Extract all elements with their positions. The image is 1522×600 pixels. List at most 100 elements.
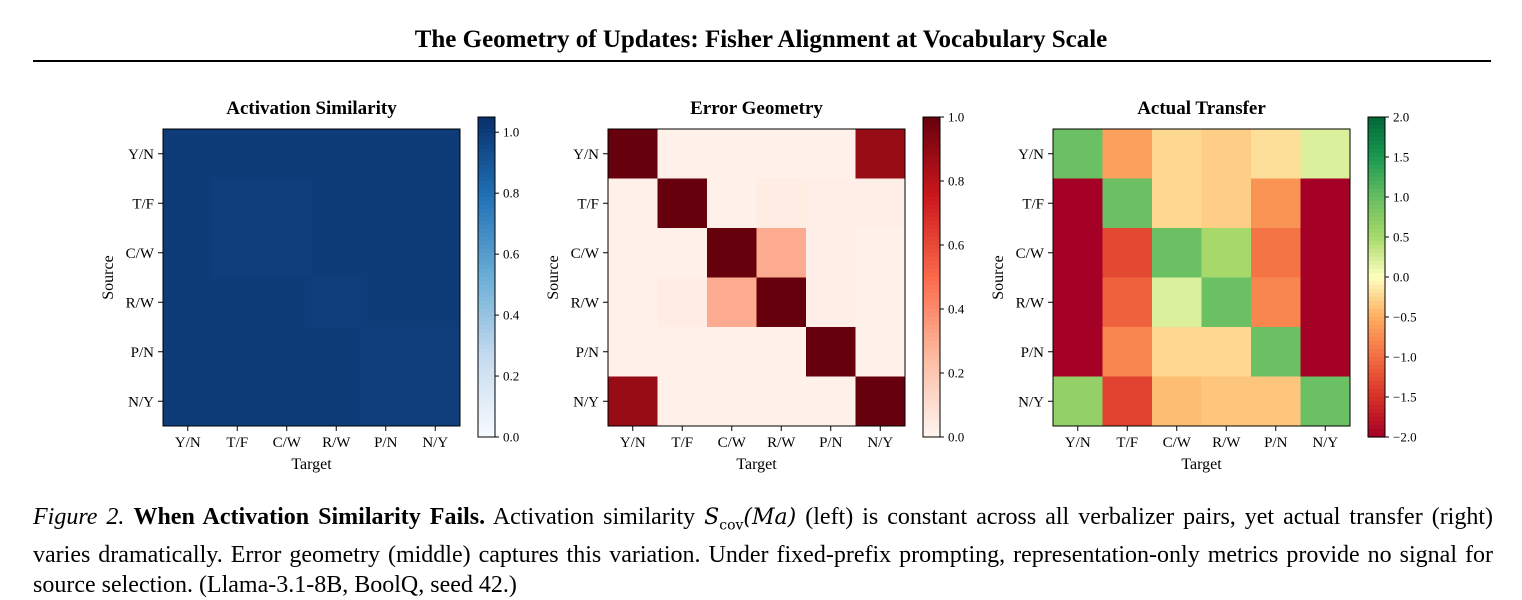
colorbar-gradient-band: [478, 165, 495, 170]
colorbar-gradient-band: [1368, 417, 1385, 422]
heatmap-cell: [1201, 178, 1252, 229]
colorbar-gradient-band: [1368, 241, 1385, 246]
running-title: The Geometry of Updates: Fisher Alignmen…: [414, 26, 1108, 53]
heatmap-cell: [657, 178, 708, 229]
colorbar-frame: [922, 116, 941, 438]
colorbar-tick-label: 1.0: [948, 110, 964, 125]
heatmap-cell: [756, 277, 807, 328]
heatmap-cell: [855, 228, 906, 278]
colorbar-gradient-band: [923, 389, 940, 394]
colorbar-gradient-band: [1368, 225, 1385, 230]
colorbar-gradient-band: [1368, 217, 1385, 222]
heatmap-cell: [657, 376, 708, 427]
colorbar-gradient-band: [923, 165, 940, 170]
heatmap-cell: [262, 178, 312, 229]
colorbar-gradient-band: [478, 169, 495, 174]
x-tick-label: Y/N: [175, 435, 201, 451]
colorbar-gradient-band: [1368, 253, 1385, 258]
colorbar-gradient-band: [478, 217, 495, 222]
colorbar-gradient-band: [478, 397, 495, 402]
colorbar-gradient-band: [1368, 205, 1385, 210]
heatmap-cell: [410, 228, 461, 278]
x-tick-label: P/N: [819, 435, 843, 451]
colorbar-gradient-band: [923, 321, 940, 326]
panel-title: Actual Transfer: [1137, 98, 1266, 119]
colorbar-gradient-band: [478, 349, 495, 354]
heatmap-cell: [1201, 327, 1252, 377]
colorbar-tick-label: 1.0: [1393, 190, 1409, 205]
colorbar-gradient-band: [923, 373, 940, 378]
heatmap-cell: [608, 327, 658, 377]
colorbar-gradient-band: [478, 301, 495, 306]
colorbar-gradient-band: [1368, 229, 1385, 234]
figure-caption: Figure 2. When Activation Similarity Fai…: [33, 502, 1493, 600]
colorbar-gradient-band: [478, 245, 495, 250]
colorbar-gradient-band: [923, 337, 940, 342]
colorbar-gradient-band: [1368, 409, 1385, 414]
heatmap-cell: [657, 327, 708, 377]
colorbar-gradient-band: [478, 197, 495, 202]
heatmap-cell: [1053, 376, 1103, 427]
heatmap-cell: [1102, 228, 1153, 278]
colorbar-gradient-band: [923, 201, 940, 206]
colorbar-gradient-band: [1368, 145, 1385, 150]
colorbar-gradient-band: [1368, 141, 1385, 146]
heatmap-cell: [1053, 228, 1103, 278]
colorbar-gradient-band: [478, 285, 495, 290]
figure-2: Activation Similarity Y/N T/F C/W R/W P/N N/Y Y…: [100, 98, 1417, 473]
colorbar-gradient-band: [923, 229, 940, 234]
heatmap-cell: [1053, 178, 1103, 229]
colorbar-gradient-band: [478, 137, 495, 142]
colorbar-gradient-band: [923, 233, 940, 238]
heatmap-cell: [1102, 178, 1153, 229]
heatmap-cell: [163, 277, 213, 328]
x-tick-label: R/W: [767, 435, 796, 451]
heatmap-cell: [1300, 129, 1351, 179]
colorbar-gradient-band: [1368, 421, 1385, 426]
colorbar-gradient-band: [1368, 401, 1385, 406]
colorbar-gradient-band: [923, 253, 940, 258]
colorbar-gradient-band: [478, 277, 495, 282]
x-tick-label: N/Y: [867, 435, 893, 451]
colorbar-gradient-band: [478, 237, 495, 242]
colorbar-gradient-band: [1368, 133, 1385, 138]
colorbar-gradient-band: [923, 405, 940, 410]
colorbar-gradient-band: [923, 129, 940, 134]
heatmap-cell: [1152, 228, 1202, 278]
heatmap-cell: [1152, 178, 1202, 229]
colorbar-gradient-band: [478, 141, 495, 146]
heatmap-cell: [1152, 327, 1202, 377]
colorbar-tick-label: 0.2: [948, 366, 964, 381]
colorbar-gradient-band: [1368, 157, 1385, 162]
colorbar-gradient-band: [478, 321, 495, 326]
colorbar-gradient-band: [478, 345, 495, 350]
colorbar-gradient-band: [923, 177, 940, 182]
heatmap-cell: [1102, 277, 1153, 328]
colorbar-gradient-band: [923, 161, 940, 166]
heatmap-cell: [855, 129, 906, 179]
colorbar-gradient-band: [478, 425, 495, 430]
heatmap-cell: [1201, 277, 1252, 328]
heatmap-cell: [361, 327, 411, 377]
heatmap-cell: [1300, 327, 1351, 377]
colorbar-gradient-band: [478, 193, 495, 198]
heatmap-cell: [212, 178, 263, 229]
colorbar-gradient-band: [1368, 197, 1385, 202]
x-tick-label: T/F: [671, 435, 693, 451]
colorbar-gradient-band: [478, 229, 495, 234]
heatmap-cell: [361, 228, 411, 278]
colorbar-gradient-band: [923, 257, 940, 262]
colorbar-gradient-band: [1368, 353, 1385, 358]
heatmap-cell: [608, 178, 658, 229]
colorbar-gradient-band: [1368, 125, 1385, 130]
heatmap-cell: [806, 376, 856, 427]
y-tick-label: R/W: [571, 295, 600, 311]
heatmap-cell: [361, 376, 411, 427]
heatmap-cell: [1102, 376, 1153, 427]
colorbar-gradient-band: [1368, 389, 1385, 394]
heatmap-cell: [756, 178, 807, 229]
colorbar-gradient-band: [923, 217, 940, 222]
colorbar-gradient-band: [923, 265, 940, 270]
colorbar-gradient-band: [478, 341, 495, 346]
x-tick-label: P/N: [1264, 435, 1288, 451]
